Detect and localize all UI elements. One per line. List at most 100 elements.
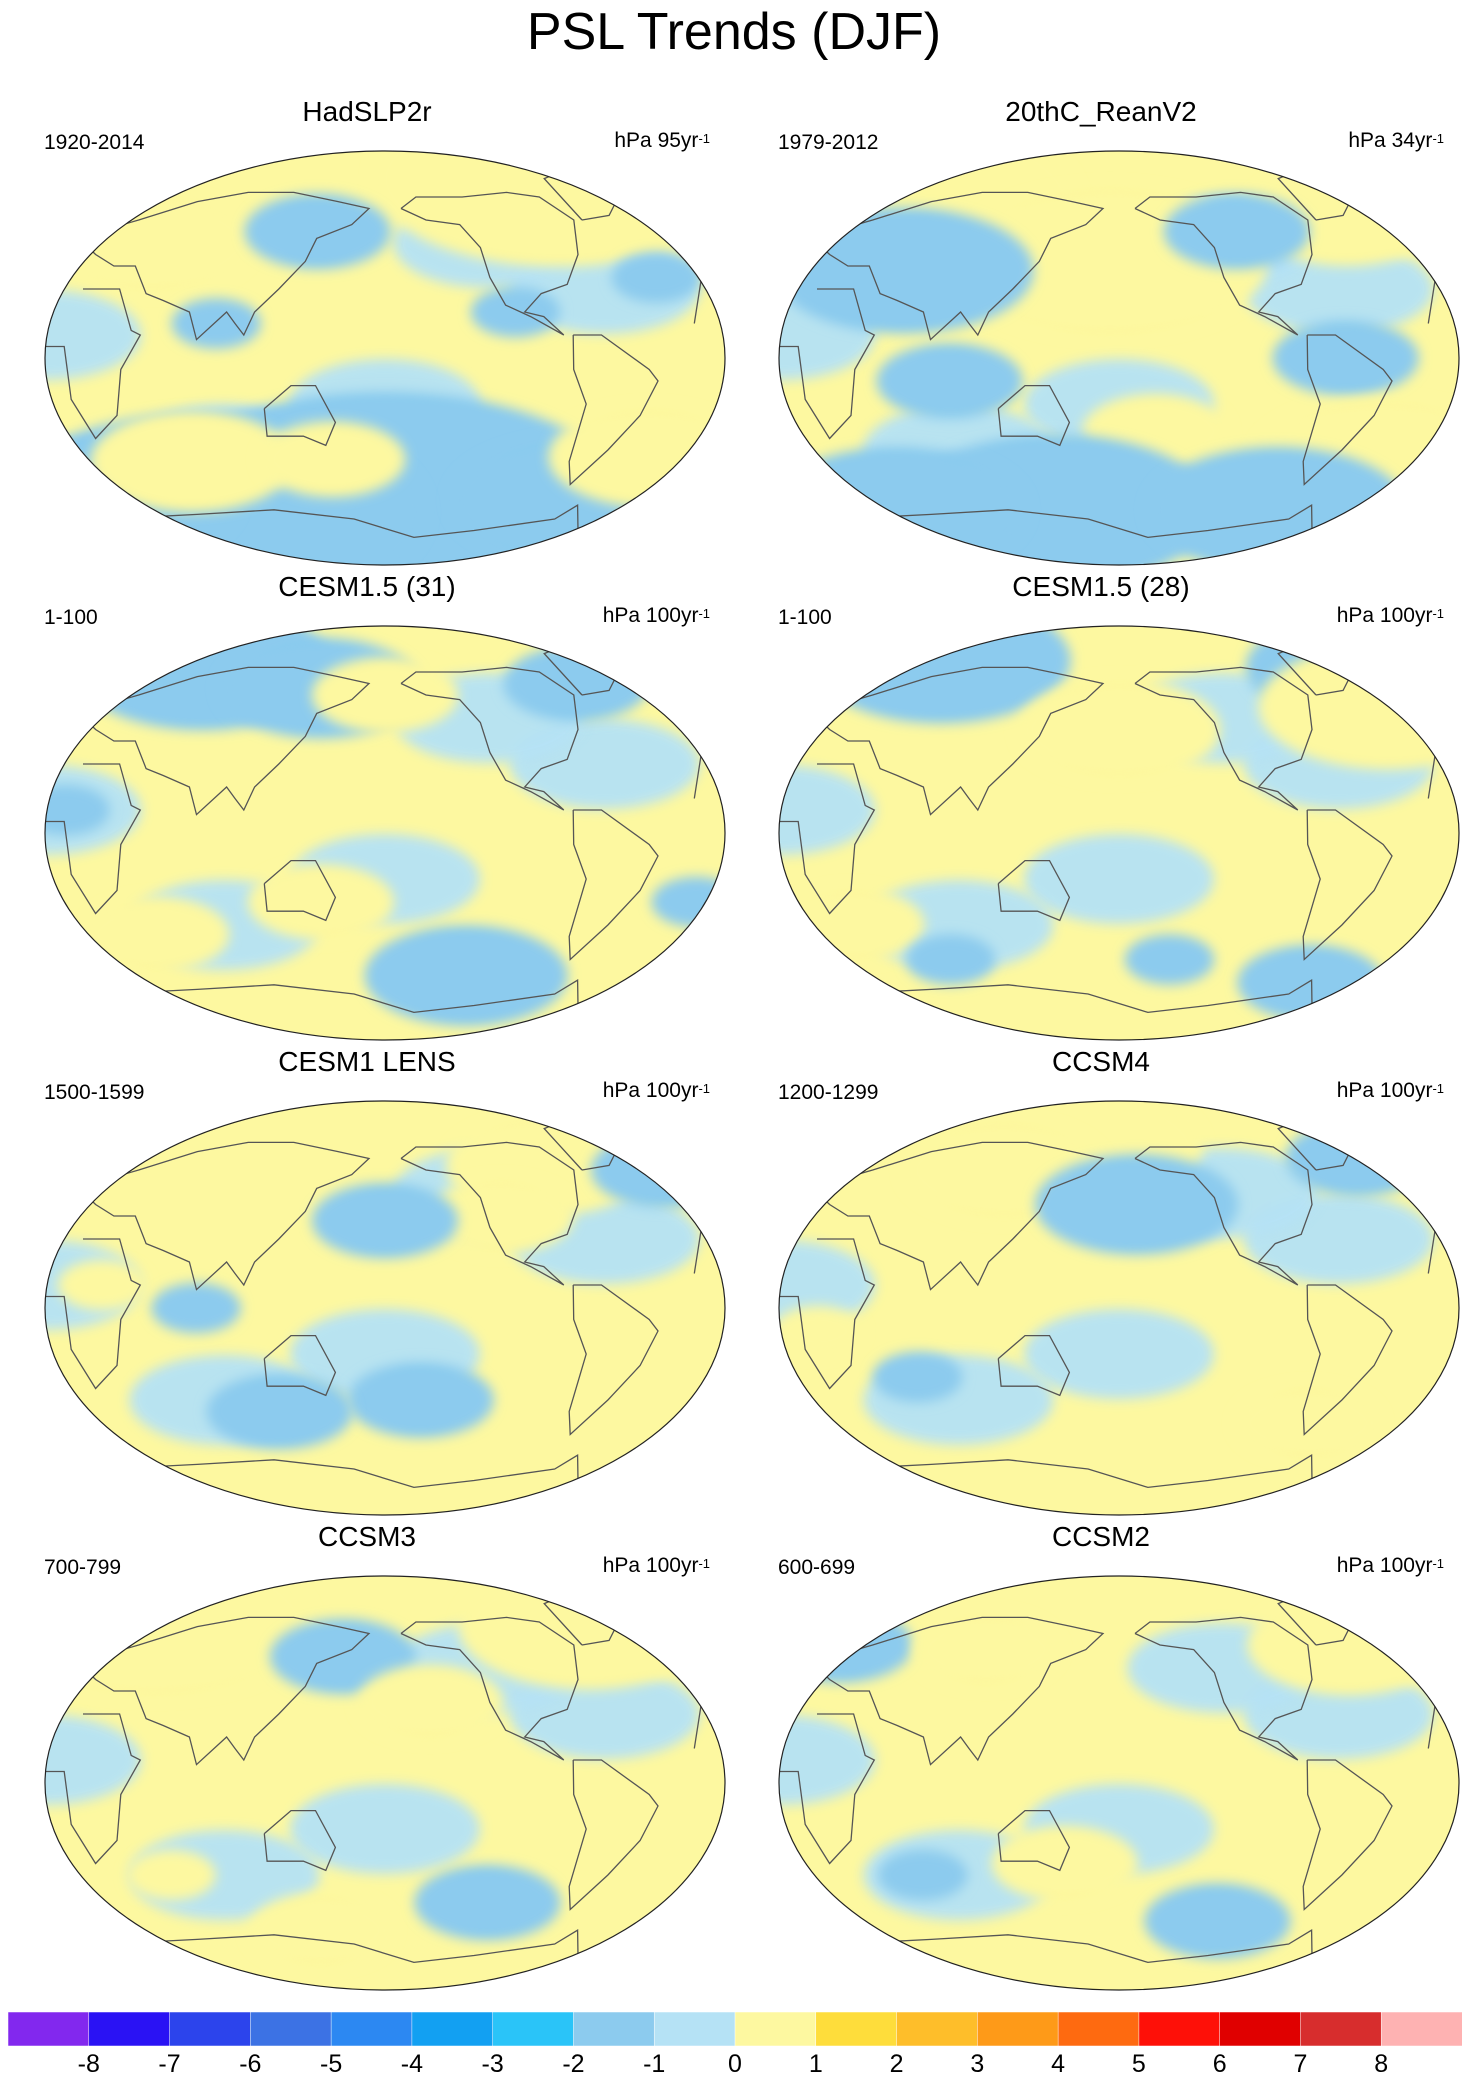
coastline [263,1334,337,1397]
trend-contour [1235,1385,1382,1461]
trend-map [44,150,726,566]
colorbar-tick-label: 5 [1131,2050,1146,2078]
trend-contour [82,896,230,972]
map-panel: CCSM4 1200-1299 hPa 100yr-1 [734,1046,1468,1521]
trend-contour [247,1892,395,1968]
coastline [45,1238,142,1390]
coastline [1134,1616,1313,1761]
trend-contour [258,421,406,498]
trend-map [44,1100,726,1516]
colorbar-swatch [1138,2012,1221,2046]
coastline [693,752,703,799]
colorbar-tick-label: 7 [1293,2050,1308,2078]
panel-title: 20thC_ReanV2 [1005,96,1197,127]
map-panel: CCSM3 700-799 hPa 100yr-1 [0,1521,734,1996]
trend-contour [244,193,391,270]
trend-map [778,625,1460,1041]
figure-title: PSL Trends (DJF) [526,3,942,61]
trend-contour [1237,944,1384,1021]
trend-contour [1144,1883,1291,1959]
colorbar-tick-label: 1 [808,2050,823,2078]
map-panel: CCSM2 600-699 hPa 100yr-1 [734,1521,1468,1996]
panel-units: hPa 100yr-1 [1336,1554,1444,1577]
coastline [779,288,876,440]
coastline [1302,1284,1393,1436]
coastline [82,666,371,816]
trend-map [44,625,726,1041]
colorbar-swatch [1300,2012,1382,2046]
coastline [263,384,337,447]
panel-period: 1200-1299 [778,1081,879,1104]
colorbar-tick-label: -1 [643,2050,666,2078]
colorbar-swatch [411,2012,494,2046]
colorbar: -8 -7 -6 -5 -4 -3 -2 -1 0 1 2 3 4 5 6 7 8 [8,2012,1462,2078]
trend-contour [151,1282,241,1334]
colorbar-swatch [169,2012,252,2046]
colorbar-tick-label: 2 [889,2050,904,2078]
panel-units: hPa 100yr-1 [602,1554,710,1577]
trend-map [778,1100,1460,1516]
trend-contour [311,657,459,733]
trend-contour [427,1178,575,1254]
trend-contour [171,298,262,349]
colorbar-swatch [653,2012,736,2046]
trend-contour [878,1849,968,1901]
trend-contour [1124,934,1215,985]
coastline [1427,1227,1437,1274]
coastline [841,1929,1397,1964]
coastline [45,288,142,440]
coastline [997,1334,1071,1397]
panel-period: 1-100 [44,606,98,629]
trend-map [778,150,1460,566]
colorbar-tick-label: -3 [481,2050,504,2078]
coastline [1427,752,1437,799]
coastline [400,1616,579,1761]
panel-units: hPa 100yr-1 [602,604,710,627]
map-border [44,1100,726,1516]
coastline [841,504,1397,539]
coastline [816,1616,1105,1766]
panel-period: 700-799 [44,1556,122,1579]
panel-units: hPa 100yr-1 [1336,604,1444,627]
map-panel: CESM1.5 (31) 1-100 hPa 100yr-1 [0,571,734,1046]
trend-contour [414,1864,561,1941]
colorbar-swatch [88,2012,171,2046]
coastline [82,191,371,341]
trend-contour [905,934,996,985]
colorbar-swatch [1219,2012,1302,2046]
map-border [44,1575,726,1991]
trend-contour [779,1305,863,1357]
coastline [568,1759,659,1911]
trend-contour [470,286,561,338]
trend-contour [876,343,1023,419]
coastline [841,979,1397,1014]
field-region [863,880,1054,970]
panel-period: 1920-2014 [44,131,145,154]
colorbar-tick-label: 3 [970,2050,985,2078]
trend-contour [45,784,110,836]
map-border [778,625,1460,1041]
field-region [1024,1309,1214,1399]
trend-contour [1163,193,1311,270]
trend-contour [247,864,395,940]
colorbar-tick-label: -6 [239,2050,262,2078]
map-border [44,625,726,1041]
trend-contour [1272,320,1419,396]
panel-title: CCSM3 [317,1521,416,1552]
panel-units: hPa 100yr-1 [602,1079,710,1102]
coastline [693,1227,703,1274]
panel-units: hPa 95yr-1 [614,129,710,152]
trend-contour [1247,1594,1451,1696]
coastline [779,763,876,915]
trend-contour [90,411,294,512]
field-background [779,1576,1459,1990]
colorbar-swatch [977,2012,1059,2046]
coastline [997,384,1071,447]
panel-units: hPa 34yr-1 [1348,129,1444,152]
panel-period: 600-699 [778,1556,856,1579]
trend-contour [872,1351,963,1403]
field-region [290,1784,480,1874]
colorbar-tick-label: -5 [319,2050,343,2078]
colorbar-tick-label: 4 [1051,2050,1066,2078]
trend-contour [991,1825,1138,1902]
